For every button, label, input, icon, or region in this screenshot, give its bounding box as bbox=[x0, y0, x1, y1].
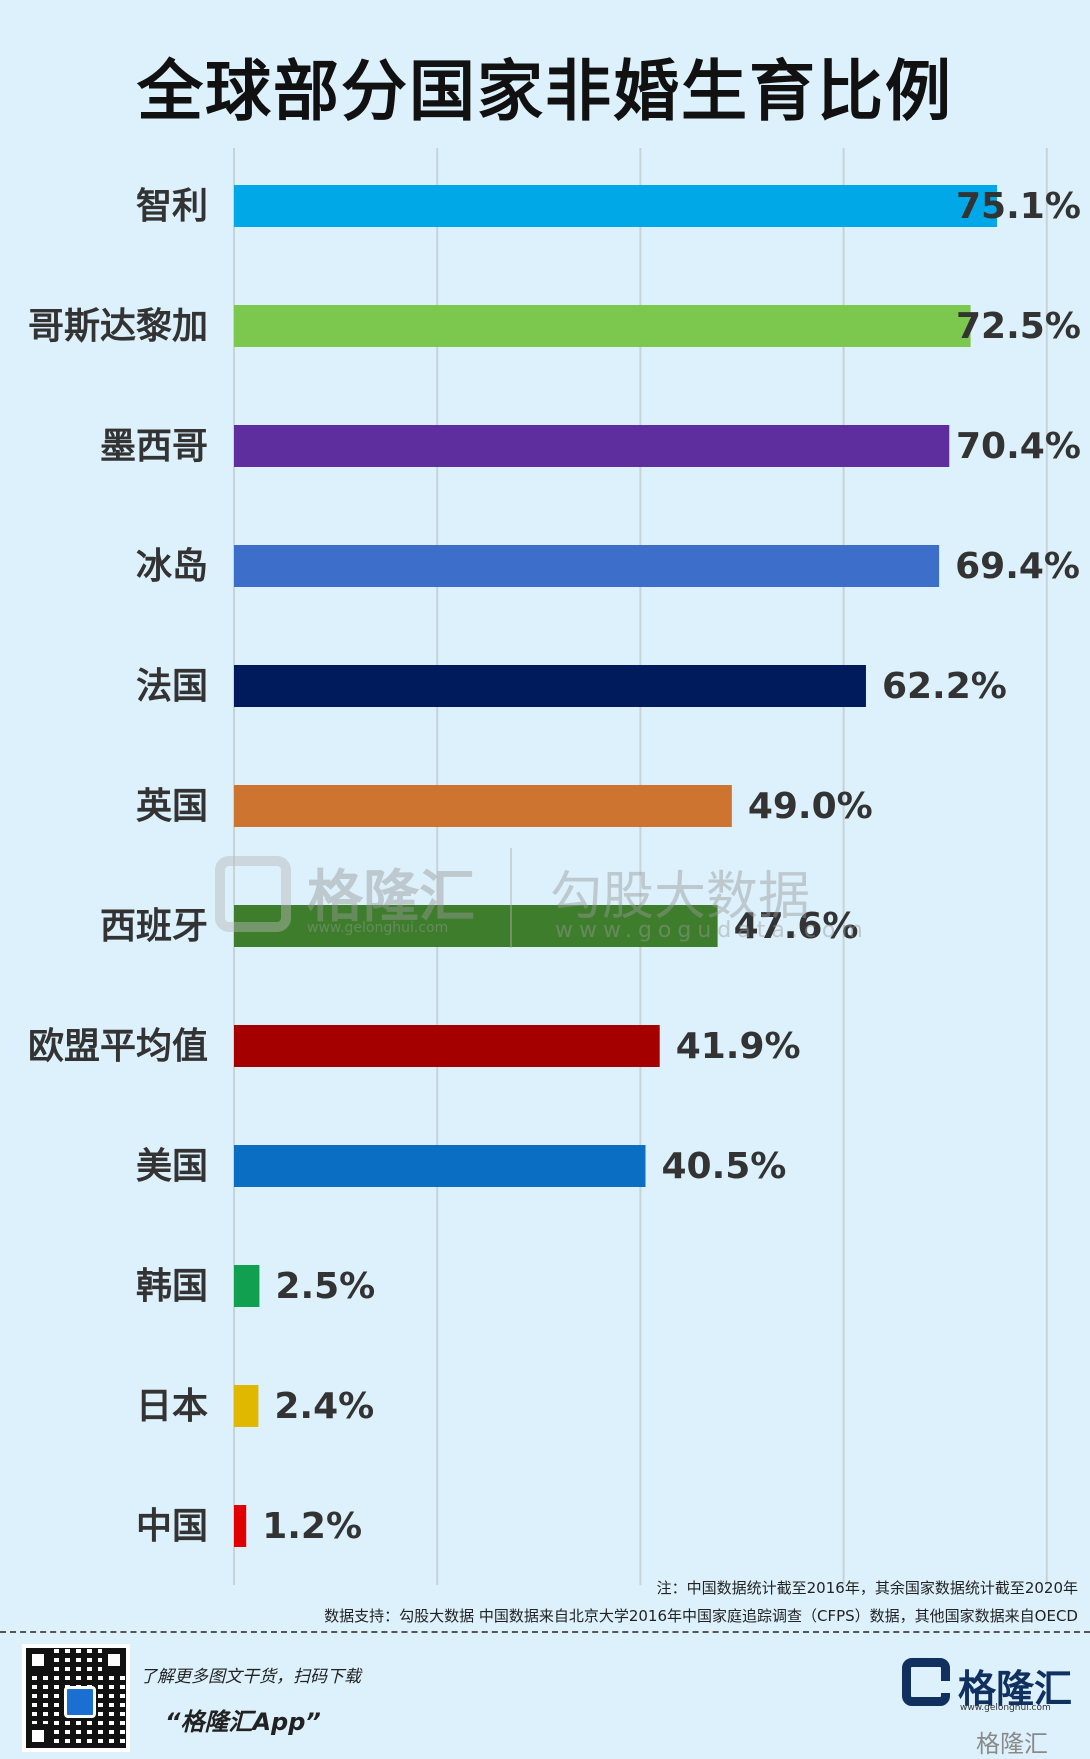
data-source-note: 数据支持：勾股大数据 中国数据来自北京大学2016年中国家庭追踪调查（CFPS）… bbox=[324, 1607, 1078, 1625]
brand-url: www.gelonghui.com bbox=[960, 1703, 1051, 1713]
brand-watermark-small: 格隆汇 bbox=[976, 1730, 1048, 1758]
category-label: 中国 bbox=[136, 1506, 208, 1547]
value-label: 62.2% bbox=[882, 666, 1007, 707]
bar-4 bbox=[234, 665, 866, 707]
value-label: 2.4% bbox=[274, 1386, 374, 1427]
brand-name: 格隆汇 bbox=[958, 1667, 1073, 1711]
footer: 了解更多图文干货，扫码下载 “格隆汇App” 格隆汇 www.gelonghui… bbox=[0, 1634, 1090, 1758]
qr-center-logo-icon bbox=[64, 1686, 96, 1718]
value-label: 47.6% bbox=[734, 906, 859, 947]
chart-title: 全球部分国家非婚生育比例 bbox=[137, 53, 953, 130]
category-label: 日本 bbox=[136, 1386, 208, 1427]
watermark: 格隆汇 www.gelonghui.com 勾股大数据 www.gogudata… bbox=[215, 848, 863, 958]
value-label: 2.5% bbox=[275, 1266, 375, 1307]
brand-logo-icon bbox=[902, 1658, 950, 1706]
bar-10 bbox=[234, 1385, 259, 1427]
value-label: 49.0% bbox=[748, 786, 873, 827]
bar-9 bbox=[234, 1265, 260, 1307]
category-label: 哥斯达黎加 bbox=[28, 306, 208, 347]
bar-3 bbox=[234, 545, 940, 587]
watermark-partner: 勾股大数据 bbox=[550, 867, 811, 927]
brand-logo: 格隆汇 www.gelonghui.com 格隆汇 bbox=[902, 1658, 1073, 1758]
qr-code-icon[interactable] bbox=[22, 1644, 130, 1752]
watermark-separator bbox=[510, 848, 512, 948]
qr-finder-icon bbox=[102, 1648, 126, 1672]
bar-0 bbox=[234, 185, 998, 227]
bar-2 bbox=[234, 425, 950, 467]
bar-1 bbox=[234, 305, 971, 347]
bar-6 bbox=[234, 905, 718, 947]
category-label: 冰岛 bbox=[136, 546, 208, 587]
bar-11 bbox=[234, 1505, 247, 1547]
watermark-logo-icon bbox=[215, 856, 291, 932]
watermark-brand: 格隆汇 bbox=[307, 865, 475, 930]
category-label: 智利 bbox=[136, 186, 208, 227]
value-label: 41.9% bbox=[676, 1026, 801, 1067]
category-label: 韩国 bbox=[136, 1266, 208, 1307]
bar-5 bbox=[234, 785, 732, 827]
category-label: 西班牙 bbox=[100, 906, 208, 947]
category-label: 欧盟平均值 bbox=[28, 1026, 208, 1067]
qr-finder-icon bbox=[26, 1724, 50, 1748]
value-label: 70.4% bbox=[956, 426, 1081, 467]
value-label: 75.1% bbox=[956, 186, 1081, 227]
footer-divider bbox=[0, 1631, 1090, 1633]
value-label: 72.5% bbox=[956, 306, 1081, 347]
bar-8 bbox=[234, 1145, 646, 1187]
category-label: 法国 bbox=[136, 666, 208, 707]
qr-finder-icon bbox=[26, 1648, 50, 1672]
category-label: 英国 bbox=[136, 786, 208, 827]
category-label: 墨西哥 bbox=[100, 426, 208, 467]
bar-chart: 智利 75.1% 哥斯达黎加 72.5% 墨西哥 70.4% 冰岛 69.4% 法国 62.2% 英… bbox=[28, 148, 1081, 1585]
value-label: 40.5% bbox=[661, 1146, 786, 1187]
footnote: 注：中国数据统计截至2016年，其余国家数据统计截至2020年 bbox=[656, 1579, 1078, 1597]
watermark-partner-url: www.gogudata.com bbox=[555, 918, 869, 943]
value-label: 1.2% bbox=[262, 1506, 362, 1547]
bar-7 bbox=[234, 1025, 660, 1067]
value-label: 69.4% bbox=[955, 546, 1080, 587]
download-slogan: 了解更多图文干货，扫码下载 bbox=[140, 1667, 361, 1687]
category-label: 美国 bbox=[136, 1146, 208, 1187]
watermark-brand-url: www.gelonghui.com bbox=[307, 920, 449, 936]
app-name: “格隆汇App” bbox=[165, 1708, 321, 1736]
